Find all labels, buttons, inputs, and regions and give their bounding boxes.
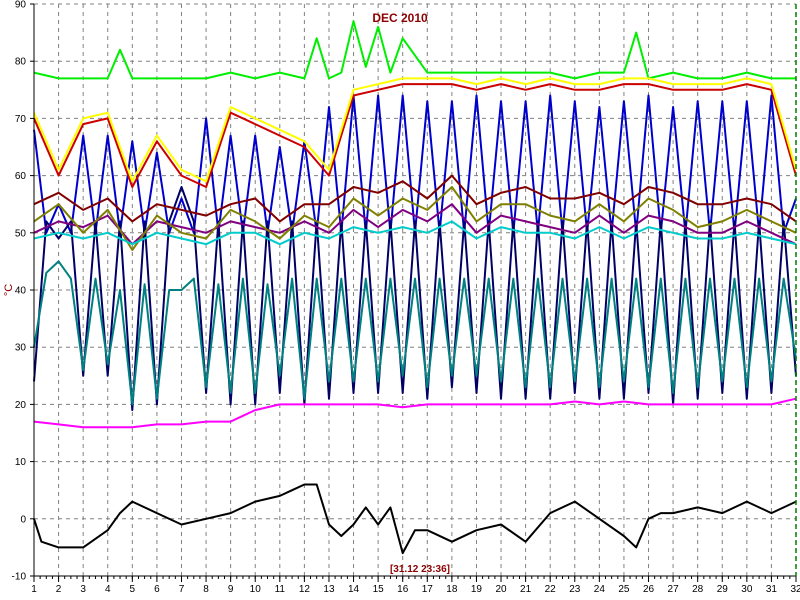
series-line-8 bbox=[33, 83, 797, 188]
series-line-4 bbox=[33, 174, 797, 223]
x-tick-label: 21 bbox=[520, 584, 532, 595]
x-tick-labels: 1 2 3 4 5 6 7 8 9 10 11 12 13 14 15 16 17 18 19 20 21 22 23 24 2… bbox=[31, 584, 800, 595]
x-tick-label: 6 bbox=[154, 584, 160, 595]
series-line-6 bbox=[33, 186, 797, 251]
x-tick-label: 14 bbox=[348, 584, 360, 595]
chart-title: DEC 2010 bbox=[372, 11, 428, 25]
x-tick-label: 2 bbox=[56, 584, 62, 595]
x-tick-label: 23 bbox=[569, 584, 581, 595]
x-tick-label: 31 bbox=[766, 584, 778, 595]
y-tick-label: 70 bbox=[15, 114, 27, 125]
y-tick-label: -10 bbox=[12, 572, 27, 583]
y-tick-label: 90 bbox=[15, 0, 27, 11]
y-tick-label: 60 bbox=[15, 171, 27, 182]
x-tick-label: 32 bbox=[790, 584, 800, 595]
y-tick-label: 30 bbox=[15, 343, 27, 354]
x-tick-label: 3 bbox=[80, 584, 86, 595]
x-tick-label: 9 bbox=[228, 584, 234, 595]
x-tick-label: 20 bbox=[495, 584, 507, 595]
series-line-11 bbox=[33, 483, 797, 555]
series-line-2 bbox=[33, 186, 797, 412]
x-tick-label: 4 bbox=[105, 584, 111, 595]
x-tick-label: 28 bbox=[692, 584, 704, 595]
series-layer bbox=[33, 20, 797, 555]
y-tick-label: 10 bbox=[15, 457, 27, 468]
x-tick-label: 1 bbox=[31, 584, 37, 595]
x-tick-label: 16 bbox=[397, 584, 409, 595]
x-tick-label: 18 bbox=[446, 584, 458, 595]
x-tick-label: 7 bbox=[179, 584, 185, 595]
series-line-7 bbox=[33, 220, 797, 246]
x-tick-label: 26 bbox=[643, 584, 655, 595]
series-line-5 bbox=[33, 203, 797, 246]
x-tick-label: 13 bbox=[323, 584, 335, 595]
x-tick-label: 17 bbox=[422, 584, 434, 595]
x-tick-label: 25 bbox=[618, 584, 630, 595]
series-line-9 bbox=[33, 77, 797, 183]
series-line-3 bbox=[33, 260, 797, 406]
x-tick-label: 24 bbox=[594, 584, 606, 595]
x-tick-label: 11 bbox=[275, 584, 286, 595]
x-tick-label: 10 bbox=[250, 584, 262, 595]
y-tick-label: 20 bbox=[15, 400, 27, 411]
series-line-0 bbox=[33, 20, 796, 80]
x-tick-label: 19 bbox=[471, 584, 483, 595]
x-tick-label: 30 bbox=[741, 584, 753, 595]
x-tick-label: 5 bbox=[130, 584, 136, 595]
x-tick-label: 15 bbox=[373, 584, 385, 595]
x-tick-label: 27 bbox=[668, 584, 680, 595]
y-tick-label: 50 bbox=[15, 228, 27, 239]
y-tick-label: 80 bbox=[15, 57, 27, 68]
x-tick-label: 8 bbox=[203, 584, 209, 595]
y-tick-label: 0 bbox=[20, 514, 26, 525]
x-tick-label: 22 bbox=[545, 584, 557, 595]
x-tick-label: 12 bbox=[299, 584, 311, 595]
y-tick-label: 40 bbox=[15, 286, 27, 297]
cursor-time-label: [31.12 23:36] bbox=[390, 564, 450, 575]
y-tick-labels: -10 0 10 20 30 40 50 60 70 80 90 bbox=[12, 0, 27, 583]
y-axis-unit: °C bbox=[3, 284, 15, 296]
series-line-10 bbox=[33, 397, 797, 429]
x-tick-label: 29 bbox=[717, 584, 729, 595]
axes-layer bbox=[30, 3, 797, 582]
